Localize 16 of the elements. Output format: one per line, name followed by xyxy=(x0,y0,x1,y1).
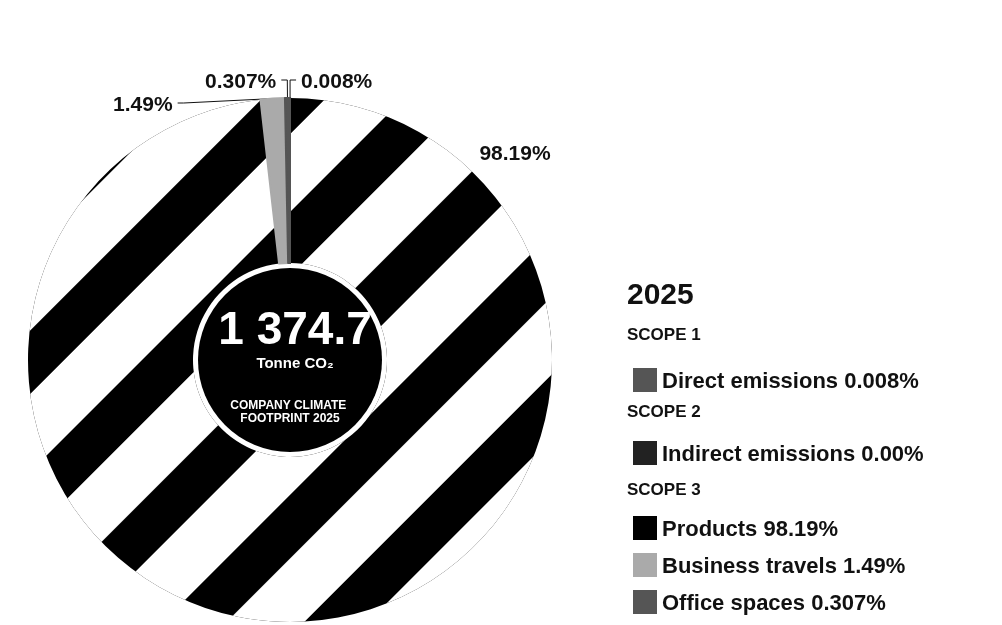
text: Tonne CO₂ xyxy=(256,354,334,371)
data-label: 1.49% xyxy=(113,91,173,115)
legend-title: 2025 xyxy=(627,276,694,310)
legend-label: Indirect emissions 0.00% xyxy=(662,440,924,466)
data-label: 0.008% xyxy=(301,68,373,92)
data-label: 0.307% xyxy=(205,68,277,92)
legend-label: Office spaces 0.307% xyxy=(662,589,886,615)
text: 1 374.7 xyxy=(218,302,372,354)
text: SCOPE 2 xyxy=(627,402,701,421)
text: COMPANY CLIMATE FOOTPRINT 2025 xyxy=(230,397,350,425)
legend-label: Business travels 1.49% xyxy=(662,552,906,578)
legend-label: Products 98.19% xyxy=(662,515,839,541)
text: SCOPE 1 xyxy=(627,325,701,344)
data-label: 98.19% xyxy=(479,140,551,164)
legend-label: Direct emissions 0.008% xyxy=(662,367,919,393)
text: SCOPE 3 xyxy=(627,480,701,499)
